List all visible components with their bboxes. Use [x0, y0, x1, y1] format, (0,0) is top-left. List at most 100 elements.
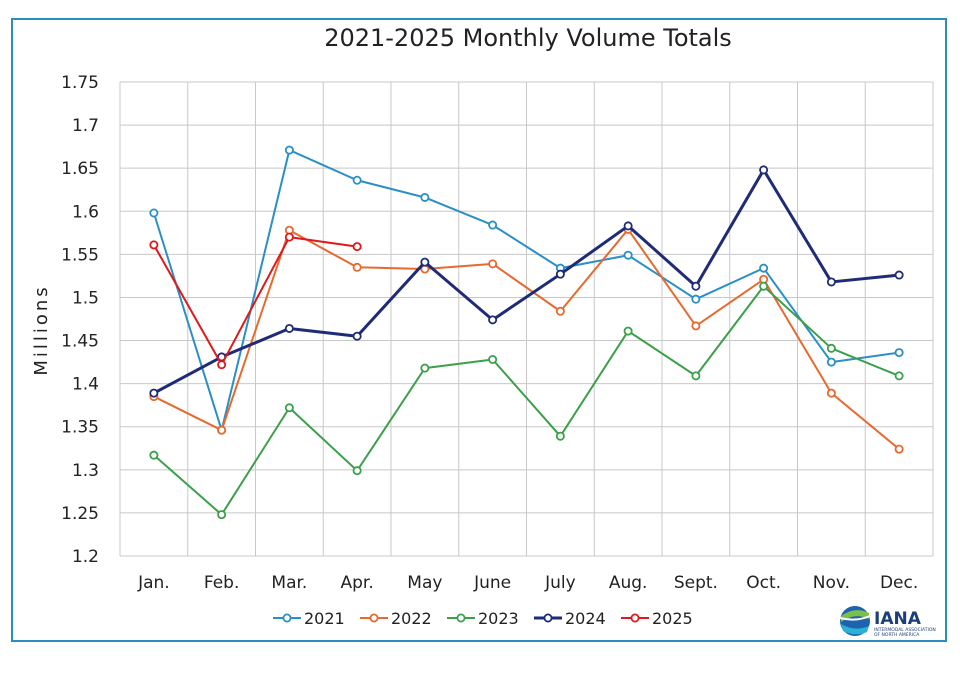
data-point	[284, 232, 294, 242]
legend-swatch-marker	[543, 613, 553, 623]
data-point	[826, 277, 836, 287]
data-point	[894, 348, 904, 358]
x-tick-label: Nov.	[813, 573, 850, 593]
y-tick-label: 1.6	[72, 202, 99, 222]
legend-label: 2021	[304, 609, 345, 628]
data-point	[759, 263, 769, 273]
legend-item-2021: 2021	[273, 609, 345, 628]
x-tick-label: Dec.	[880, 573, 918, 593]
data-point	[352, 175, 362, 185]
data-point	[420, 363, 430, 373]
data-point	[284, 323, 294, 333]
data-point	[488, 220, 498, 230]
data-point	[488, 259, 498, 269]
y-tick-label: 1.65	[61, 159, 99, 179]
chart-title: 2021-2025 Monthly Volume Totals	[324, 24, 732, 52]
legend-item-2022: 2022	[360, 609, 432, 628]
data-point	[894, 371, 904, 381]
y-tick-labels: 1.2 1.25 1.3 1.35 1.4 1.45 1.5 1.55 1.6 1.65 1.7 1.…	[61, 73, 99, 567]
data-point	[488, 355, 498, 365]
legend-swatch-marker	[456, 613, 466, 623]
logo-name: IANA	[874, 609, 922, 629]
data-point	[691, 281, 701, 291]
data-point	[759, 281, 769, 291]
iana-logo: IANA INTERMODAL ASSOCIATION OF NORTH AME…	[839, 606, 936, 638]
x-tick-label: Aug.	[609, 573, 648, 593]
data-point	[149, 208, 159, 218]
data-point	[352, 466, 362, 476]
grid	[119, 81, 934, 557]
series-group	[149, 145, 904, 520]
legend-label: 2025	[652, 609, 693, 628]
data-point	[894, 270, 904, 280]
legend-item-2025: 2025	[621, 609, 693, 628]
x-tick-label: June	[473, 573, 511, 593]
series-line	[153, 236, 358, 366]
data-point	[352, 331, 362, 341]
series-2023	[149, 281, 904, 520]
data-point	[217, 360, 227, 370]
series-line	[152, 149, 900, 432]
y-axis-label: Millions	[31, 284, 52, 375]
x-tick-label: Feb.	[204, 573, 240, 593]
legend: 2021 2022 2023 2024 2025	[273, 609, 693, 628]
x-tick-label: Oct.	[746, 573, 781, 593]
legend-label: 2023	[478, 609, 519, 628]
data-point	[623, 250, 633, 260]
legend-label: 2024	[565, 609, 606, 628]
x-tick-label: Apr.	[340, 573, 373, 593]
legend-item-2024: 2024	[534, 609, 606, 628]
data-point	[826, 343, 836, 353]
data-point	[284, 145, 294, 155]
data-point	[555, 269, 565, 279]
y-tick-label: 1.2	[72, 547, 99, 567]
x-tick-label: Sept.	[674, 573, 718, 593]
chart-frame	[11, 18, 947, 642]
y-tick-label: 1.55	[61, 245, 99, 265]
data-point	[691, 294, 701, 304]
logo-subtitle-line2: OF NORTH AMERICA	[874, 632, 920, 638]
data-point	[420, 257, 430, 267]
globe-icon	[839, 606, 871, 636]
x-tick-label: July	[544, 573, 576, 593]
y-tick-label: 1.45	[61, 332, 99, 352]
legend-swatch-marker	[282, 613, 292, 623]
legend-label: 2022	[391, 609, 432, 628]
data-point	[691, 371, 701, 381]
data-point	[217, 425, 227, 435]
data-point	[352, 262, 362, 272]
x-tick-label: Jan.	[137, 573, 170, 593]
series-2021	[149, 145, 904, 435]
data-point	[352, 242, 362, 252]
data-point	[826, 357, 836, 367]
data-point	[623, 326, 633, 336]
data-point	[826, 388, 836, 398]
y-tick-label: 1.35	[61, 418, 99, 438]
x-tick-labels: Jan. Feb. Mar. Apr. May June July Aug. Sept. Oct.…	[137, 573, 918, 593]
y-tick-label: 1.4	[72, 375, 99, 395]
data-point	[894, 444, 904, 454]
data-point	[759, 165, 769, 175]
data-point	[284, 403, 294, 413]
data-point	[555, 431, 565, 441]
legend-swatch-marker	[369, 613, 379, 623]
y-tick-label: 1.5	[72, 288, 99, 308]
data-point	[149, 450, 159, 460]
y-tick-label: 1.3	[72, 461, 99, 481]
series-2022	[149, 224, 904, 454]
y-tick-label: 1.75	[61, 73, 99, 93]
legend-swatch-marker	[630, 613, 640, 623]
data-point	[420, 192, 430, 202]
data-point	[623, 221, 633, 231]
data-point	[217, 510, 227, 520]
y-tick-label: 1.25	[61, 504, 99, 524]
legend-item-2023: 2023	[447, 609, 519, 628]
series-line	[153, 228, 900, 450]
data-point	[555, 306, 565, 316]
series-line	[153, 285, 900, 516]
y-tick-label: 1.7	[72, 116, 99, 136]
x-tick-label: May	[407, 573, 442, 593]
series-2024	[149, 165, 904, 398]
series-2025	[149, 232, 362, 370]
x-tick-label: Mar.	[271, 573, 307, 593]
